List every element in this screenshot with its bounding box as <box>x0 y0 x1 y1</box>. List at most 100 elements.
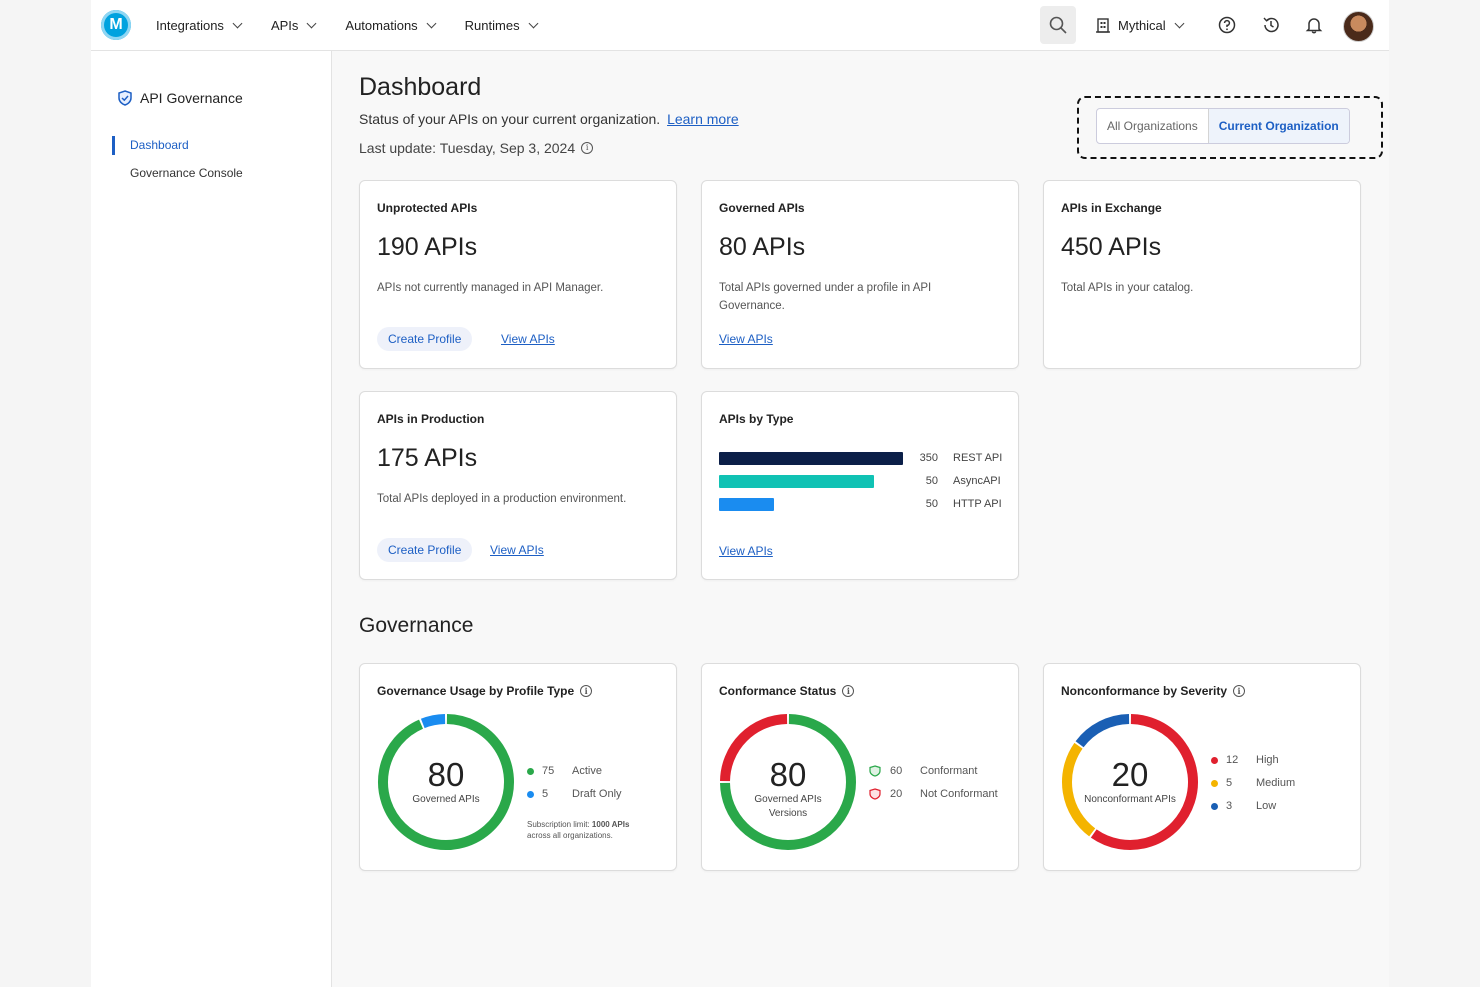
conformant-shield-icon <box>869 765 881 777</box>
card-title: Conformance Status i <box>719 684 855 698</box>
building-icon <box>1096 17 1110 33</box>
sidebar: API Governance Dashboard Governance Cons… <box>91 51 332 987</box>
sidebar-item-dashboard[interactable]: Dashboard <box>130 138 189 152</box>
governed-apis-card: Governed APIs 80 APIs Total APIs governe… <box>701 180 1019 369</box>
chevron-down-icon <box>306 18 317 28</box>
main-content: Dashboard Status of your APIs on your cu… <box>332 51 1389 987</box>
notification-bell-icon[interactable] <box>1305 16 1323 34</box>
mulesoft-logo-icon[interactable]: M <box>101 10 131 40</box>
unprotected-apis-card: Unprotected APIs 190 APIs APIs not curre… <box>359 180 677 369</box>
card-description: APIs not currently managed in API Manage… <box>377 282 604 294</box>
legend-dot <box>1211 779 1218 787</box>
bar-value-label: 50 <box>925 475 938 487</box>
nav-apis[interactable]: APIs <box>271 18 317 33</box>
donut-slice-low[interactable] <box>1075 714 1130 748</box>
card-description: Total APIs governed under a profile in A… <box>719 282 932 312</box>
donut-slice-draft-only[interactable] <box>420 714 446 729</box>
donut-center-label: Governed APIs Versions <box>754 794 822 819</box>
card-value: 80 APIs <box>719 233 806 261</box>
donut-slice-not-conformant[interactable] <box>720 714 788 782</box>
chevron-down-icon <box>232 18 243 28</box>
search-button[interactable] <box>1040 6 1076 44</box>
create-profile-button[interactable]: Create Profile <box>377 538 473 562</box>
all-organizations-option[interactable]: All Organizations <box>1097 109 1209 143</box>
view-apis-link[interactable]: View APIs <box>490 543 544 557</box>
info-icon[interactable]: i <box>581 142 594 154</box>
legend-value: 75 <box>542 765 555 777</box>
org-selector[interactable]: Mythical <box>1096 0 1185 50</box>
sidebar-title: API Governance <box>117 90 243 106</box>
legend-label: Active <box>572 765 602 777</box>
legend-value: 60 <box>890 765 903 777</box>
chevron-down-icon <box>528 18 539 28</box>
donut-center-label: Governed APIs <box>412 794 480 805</box>
info-icon[interactable]: i <box>842 685 855 697</box>
legend-item: 5 Draft Only <box>527 788 622 800</box>
chevron-down-icon <box>426 18 437 28</box>
card-title: Nonconformance by Severity i <box>1061 684 1246 698</box>
bar-http-api <box>719 498 774 511</box>
card-description: Total APIs deployed in a production envi… <box>377 493 627 505</box>
bar-rest-api <box>719 452 903 465</box>
help-icon[interactable] <box>1218 16 1236 34</box>
last-update: Last update: Tuesday, Sep 3, 2024 i <box>359 140 594 156</box>
app-window: M Integrations APIs Automations Runtimes… <box>91 0 1389 987</box>
info-icon[interactable]: i <box>580 685 593 697</box>
current-organization-option[interactable]: Current Organization <box>1208 109 1349 143</box>
history-icon[interactable] <box>1262 16 1280 34</box>
sidebar-title-label: API Governance <box>140 90 243 106</box>
governance-usage-card: Governance Usage by Profile Type i 80 Gover… <box>359 663 677 871</box>
legend-label: Draft Only <box>572 788 622 800</box>
donut-chart <box>378 714 514 850</box>
user-avatar[interactable] <box>1343 11 1374 42</box>
nav-automations[interactable]: Automations <box>345 17 437 33</box>
legend-value: 3 <box>1226 800 1233 812</box>
donut-slice-active[interactable] <box>378 714 514 850</box>
donut-slice-conformant[interactable] <box>720 714 856 850</box>
view-apis-link[interactable]: View APIs <box>719 544 773 558</box>
card-title: APIs by Type <box>719 412 794 426</box>
card-title: Governed APIs <box>719 201 805 215</box>
donut-chart <box>720 714 856 850</box>
note-text: across all organizations. <box>527 831 613 840</box>
card-description: Total APIs in your catalog. <box>1061 282 1194 294</box>
create-profile-button[interactable]: Create Profile <box>377 327 473 351</box>
bar-category-label: AsyncAPI <box>953 475 1001 487</box>
legend-item: 12 High <box>1211 754 1279 766</box>
view-apis-link[interactable]: View APIs <box>501 332 555 346</box>
nav-runtimes[interactable]: Runtimes <box>465 18 539 33</box>
nonconformance-severity-card: Nonconformance by Severity i 20 Nonconforma… <box>1043 663 1361 871</box>
donut-chart <box>1062 714 1198 850</box>
donut-center: 80 Governed APIs Versions <box>738 757 838 821</box>
legend-item: 60 Conformant <box>869 765 977 777</box>
card-title-text: Nonconformance by Severity <box>1061 684 1228 698</box>
legend-value: 20 <box>890 788 903 800</box>
nav-automations-label: Automations <box>345 17 418 33</box>
sidebar-item-governance-console[interactable]: Governance Console <box>130 166 243 180</box>
donut-center: 80 Governed APIs <box>396 757 496 807</box>
legend-label: Conformant <box>920 765 978 777</box>
legend-value: 5 <box>1226 777 1233 789</box>
legend-label: Not Conformant <box>920 788 998 800</box>
apis-by-type-card: APIs by Type 350 REST API 50 AsyncAPI 50 HTTP… <box>701 391 1019 580</box>
conformance-status-card: Conformance Status i 80 Governed APIs Versi… <box>701 663 1019 871</box>
legend-label: Low <box>1256 800 1277 812</box>
last-update-text: Last update: Tuesday, Sep 3, 2024 <box>359 140 576 156</box>
info-icon[interactable]: i <box>1233 685 1246 697</box>
organization-scope-toggle: All Organizations Current Organization <box>1096 108 1350 144</box>
view-apis-link[interactable]: View APIs <box>719 332 773 346</box>
chevron-down-icon <box>1174 18 1185 28</box>
card-title-text: Conformance Status <box>719 684 837 698</box>
nav-integrations[interactable]: Integrations <box>156 18 243 33</box>
donut-center-value: 80 <box>769 756 807 793</box>
learn-more-link[interactable]: Learn more <box>667 111 739 127</box>
legend-item: 75 Active <box>527 765 602 777</box>
apis-in-production-card: APIs in Production 175 APIs Total APIs d… <box>359 391 677 580</box>
donut-slice-medium[interactable] <box>1062 742 1096 837</box>
donut-slice-high[interactable] <box>1090 714 1198 850</box>
top-navigation-bar: M Integrations APIs Automations Runtimes… <box>91 0 1389 51</box>
legend-item: 5 Medium <box>1211 777 1295 789</box>
bar-category-label: HTTP API <box>953 498 1002 510</box>
legend-dot <box>527 767 534 775</box>
legend-value: 12 <box>1226 754 1239 766</box>
